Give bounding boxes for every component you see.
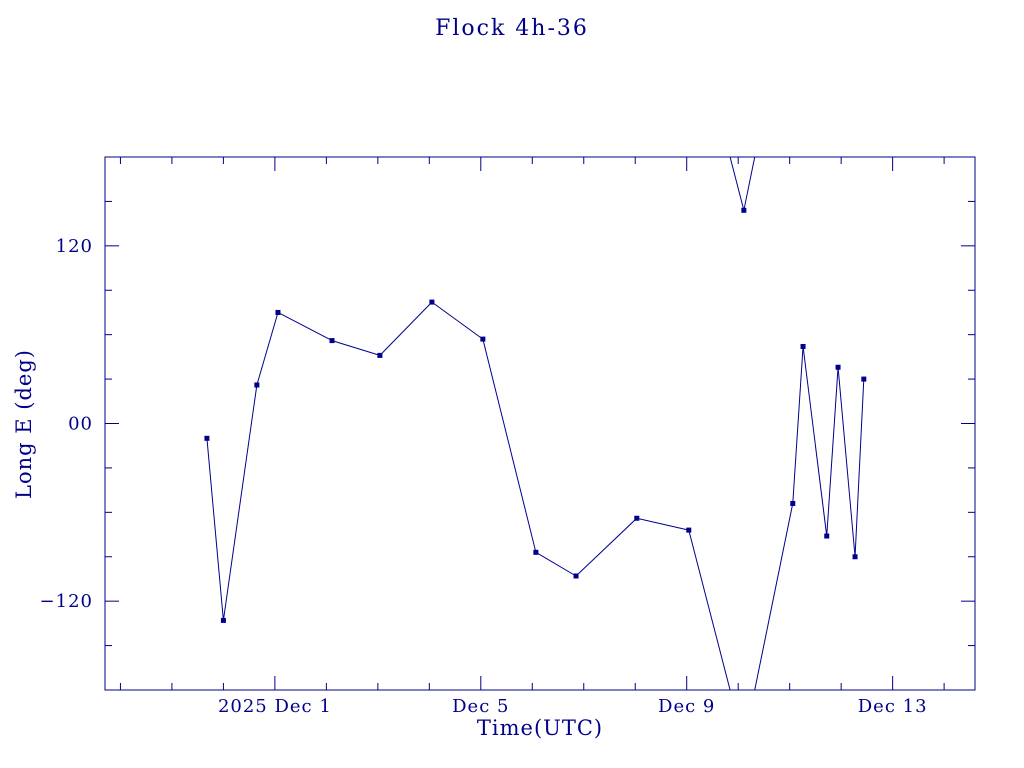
series-line-segment (754, 503, 794, 690)
series-line-segment (331, 340, 381, 356)
plot-frame (104, 156, 976, 691)
y-tick-label: 00 (68, 414, 93, 435)
data-point-marker (429, 299, 435, 305)
series-line (206, 157, 865, 690)
data-point-marker (480, 336, 486, 342)
series-line-segment (379, 301, 433, 356)
data-point-marker (377, 352, 383, 358)
data-point-marker (852, 554, 858, 560)
chart-title: Flock 4h-36 (435, 16, 589, 41)
series-line-segment (854, 379, 865, 557)
series-line-segment (792, 346, 804, 504)
series-line-segment (802, 346, 828, 537)
x-tick-label: Dec 9 (658, 696, 715, 717)
data-point-marker (861, 376, 867, 382)
series-line-segment (826, 367, 839, 537)
data-point-marker (741, 207, 747, 213)
data-point-marker (533, 549, 539, 555)
series-line-segment (636, 517, 689, 531)
data-point-marker (275, 309, 281, 315)
series-line-segment (837, 367, 856, 557)
data-point-marker (686, 527, 692, 533)
data-point-marker (824, 533, 830, 539)
x-tick-label: Dec 13 (858, 696, 928, 717)
x-axis-title: Time(UTC) (476, 716, 604, 740)
data-point-marker (220, 617, 226, 623)
series-line-segment (535, 551, 577, 577)
x-tick-label: 2025 Dec 1 (218, 696, 332, 717)
series-line-segment (688, 529, 731, 690)
data-point-marker (835, 364, 841, 370)
series-line-segment (277, 312, 333, 342)
x-tick-label: Dec 5 (452, 696, 509, 717)
series-line-segment (729, 157, 745, 211)
data-point-marker (634, 515, 640, 521)
series-line-segment (256, 312, 279, 386)
series-line-segment (575, 517, 638, 577)
y-tick-label: −120 (40, 591, 93, 612)
data-point-marker (790, 500, 796, 506)
series-line-segment (206, 438, 224, 621)
series-line-segment (431, 301, 484, 340)
data-point-marker (254, 382, 260, 388)
data-point-marker (204, 435, 210, 441)
series-line-segment (482, 338, 537, 553)
data-point-marker (329, 338, 335, 344)
series-line-segment (222, 384, 258, 621)
data-point-marker (800, 344, 806, 350)
series-markers (204, 207, 867, 623)
y-tick-label: 120 (56, 236, 93, 257)
axis-ticks (105, 156, 975, 691)
series-line-segment (743, 157, 756, 211)
data-point-marker (573, 573, 579, 579)
